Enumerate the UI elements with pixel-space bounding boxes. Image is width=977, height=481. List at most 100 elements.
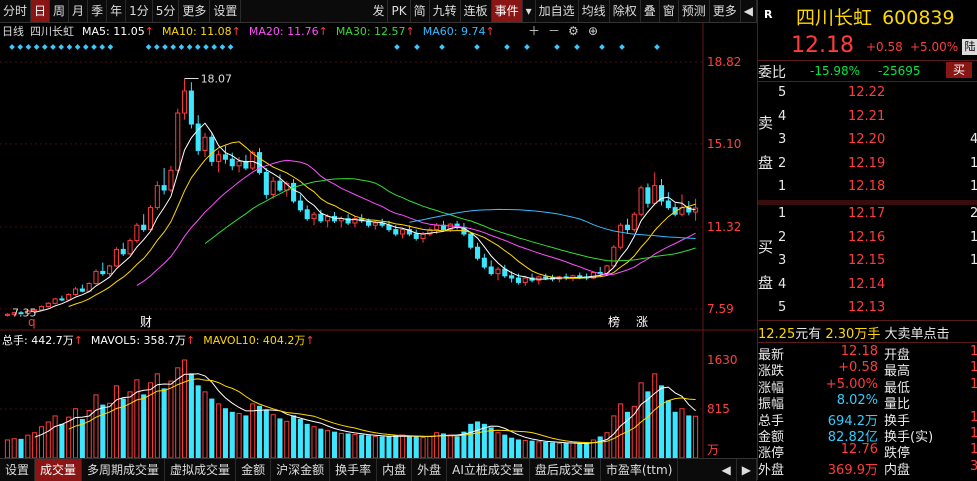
stat-label: 最新 [758, 348, 785, 363]
action-tab[interactable]: 预测 [679, 0, 710, 22]
candle-body [4, 313, 10, 316]
period-tab[interactable]: 设置 [210, 0, 242, 22]
tool-tab[interactable]: 发 [369, 0, 389, 22]
volume-bar [420, 437, 426, 458]
volume-bar [672, 411, 678, 458]
period-tab[interactable]: 月 [69, 0, 89, 22]
action-tab[interactable]: 均线 [579, 0, 610, 22]
divider [758, 81, 977, 82]
candle-body [495, 268, 501, 275]
event-diamond [574, 44, 580, 50]
volume-bar [590, 439, 596, 458]
stat-value: +0.58 [838, 360, 878, 376]
price-tick: 15.10 [707, 137, 741, 151]
indicator-tab[interactable]: 成交量 [35, 459, 83, 481]
volume-bar [222, 408, 228, 458]
indicator-tab[interactable]: 盘后成交量 [530, 459, 601, 481]
big-order-bar[interactable]: 12.25元有 2.30万手 大卖单点击 [758, 323, 949, 342]
event-diamond [599, 44, 605, 50]
volume-bar [161, 388, 167, 458]
book-level: 5 [778, 85, 787, 100]
volume-bar [311, 426, 317, 458]
event-diamond [58, 44, 65, 50]
event-diamond [439, 44, 445, 50]
period-tab[interactable]: 周 [50, 0, 70, 22]
indicator-tab[interactable]: 虚拟成交量 [165, 459, 237, 481]
indicator-tab[interactable]: 换手率 [330, 459, 378, 481]
indicator-tab[interactable]: 金额 [236, 459, 272, 481]
tool-tab[interactable]: 简 [411, 0, 430, 22]
book-volume: 1 [970, 155, 977, 171]
event-diamond [162, 44, 168, 50]
volume-bar [556, 442, 562, 458]
period-tab[interactable]: 季 [88, 0, 108, 22]
action-tab[interactable]: 加自选 [536, 0, 579, 22]
tool-tab[interactable]: PK [388, 0, 411, 22]
indicator-tab[interactable]: 内盘 [377, 459, 413, 481]
stock-name: 四川长虹 [796, 7, 873, 29]
weibi-label: 委比 [758, 65, 786, 81]
candle-body [256, 152, 263, 173]
period-tab[interactable]: 5分 [153, 0, 180, 22]
tool-tab[interactable]: 事件 [491, 0, 523, 22]
candle-body [100, 270, 106, 275]
next-indicator-icon[interactable]: ▶ [737, 459, 757, 481]
candle-body [175, 112, 181, 171]
ma-line [68, 141, 696, 307]
candle-body [168, 169, 174, 191]
volume-bar [338, 432, 344, 458]
candle-body [658, 185, 665, 202]
indicator-tab[interactable]: 市盈率(ttm) [601, 459, 679, 481]
volume-bar [25, 434, 31, 458]
buy-button[interactable]: 买 [946, 62, 972, 78]
stat-label: 涨停 [758, 446, 785, 462]
indicator-tab[interactable]: 沪深金额 [271, 459, 331, 481]
volume-bar [345, 433, 351, 458]
period-tab[interactable]: 1分 [126, 0, 153, 22]
indicator-tab[interactable]: 外盘 [412, 459, 448, 481]
volume-bar [182, 359, 188, 458]
volume-bar [38, 426, 45, 458]
prev-indicator-icon[interactable]: ◀ [717, 459, 737, 481]
book-row: 1 12.17 2 [758, 204, 977, 224]
action-tab[interactable]: 除权 [610, 0, 641, 22]
period-tab[interactable]: 年 [107, 0, 127, 22]
candle-body [127, 240, 133, 255]
stat-label: 涨跌 [758, 364, 785, 380]
event-diamond [554, 44, 560, 50]
indicator-tab[interactable]: AI立桩成交量 [447, 459, 530, 481]
volume-bar [216, 403, 222, 458]
event-diamond [99, 44, 106, 50]
period-tab[interactable]: 更多 [179, 0, 211, 22]
period-tab[interactable]: 日 [31, 0, 51, 22]
indicator-tab[interactable]: 多周期成交量 [82, 459, 166, 481]
back-arrow-icon[interactable]: ◀ [741, 0, 757, 22]
action-tab[interactable]: 窗 [660, 0, 679, 22]
settings-icon: ⚙ [568, 24, 579, 38]
stat-label: 总手 [758, 413, 785, 429]
candle-body [291, 182, 297, 202]
kline-chart[interactable]: 18.82 15.10 11.32 7.59 1630 815 万 18.07 7.35q 财 榜 涨… [0, 22, 757, 458]
period-tab[interactable]: 分时 [0, 0, 32, 22]
tool-tab[interactable]: 连板 [461, 0, 492, 22]
tool-tab[interactable]: 九转 [430, 0, 461, 22]
weibi-pct: -15.98% [810, 64, 861, 78]
candle-body [45, 302, 51, 308]
volume-bar [79, 419, 85, 458]
volume-bar [352, 434, 358, 458]
event-diamond [17, 44, 24, 50]
event-diamond [619, 44, 625, 50]
dropdown-arrow-icon[interactable]: ▾ [523, 0, 536, 22]
book-level: 3 [778, 132, 787, 147]
volume-bar [291, 415, 297, 458]
action-tab[interactable]: 更多 [710, 0, 741, 22]
book-row: 1 12.18 1 [758, 177, 977, 197]
candle-body [107, 265, 113, 275]
big-order-t1: 元有 [795, 327, 822, 342]
event-diamond [186, 44, 193, 50]
stat-label-2: 内盘 [884, 462, 911, 478]
stat-label-2: 换手(实) [884, 430, 934, 445]
indicator-tab[interactable]: 设置 [0, 459, 36, 481]
action-tab[interactable]: 叠 [641, 0, 660, 22]
